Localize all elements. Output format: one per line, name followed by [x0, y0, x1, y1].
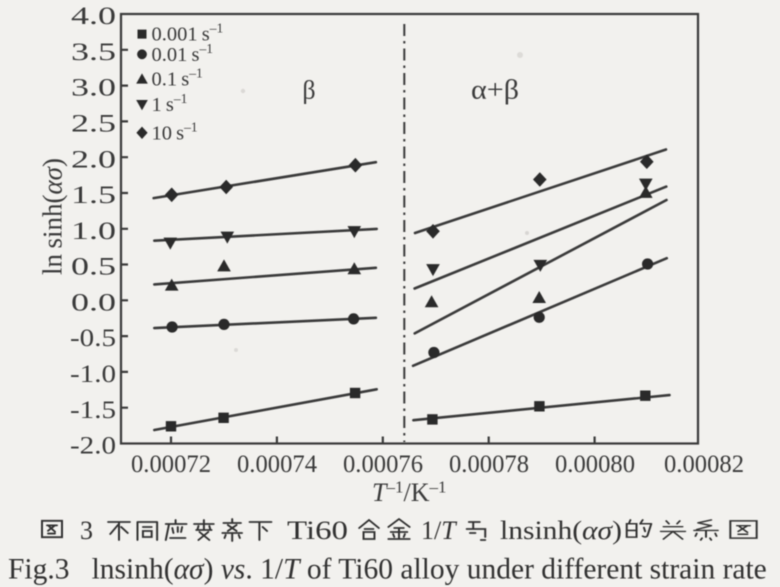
svg-text:0.0: 0.0	[71, 289, 116, 316]
svg-text:3: 3	[80, 516, 93, 545]
svg-text:Fig.3 lnsinh(ασ) vs. 1/T of T: Fig.3 lnsinh(ασ) vs. 1/T of Ti60 alloy u…	[8, 554, 767, 586]
svg-text:1 s–1: 1 s–1	[152, 91, 188, 116]
svg-text:-2.0: -2.0	[70, 433, 116, 460]
svg-text:-1.5: -1.5	[70, 397, 116, 424]
svg-text:2.5: 2.5	[71, 111, 116, 138]
svg-text:α+β: α+β	[471, 75, 519, 105]
svg-text:β: β	[302, 76, 315, 105]
svg-text:0.00076: 0.00076	[343, 451, 423, 478]
svg-text:ln sinh(ασ): ln sinh(ασ)	[38, 158, 68, 275]
svg-text:1/T: 1/T	[421, 516, 457, 545]
svg-text:-0.5: -0.5	[70, 325, 116, 352]
svg-text:0.00082: 0.00082	[664, 451, 744, 478]
svg-text:4.0: 4.0	[71, 3, 116, 30]
svg-text:0.00080: 0.00080	[555, 451, 635, 478]
svg-text:0.00072: 0.00072	[131, 451, 211, 478]
svg-text:0.00078: 0.00078	[449, 451, 529, 478]
svg-text:0.00074: 0.00074	[237, 451, 317, 478]
svg-text:3.0: 3.0	[71, 75, 116, 102]
svg-text:Ti60: Ti60	[287, 516, 348, 545]
svg-text:2.0: 2.0	[71, 146, 116, 173]
svg-text:1.0: 1.0	[71, 218, 116, 245]
svg-text:3.5: 3.5	[71, 39, 116, 66]
svg-text:lnsinh(ασ): lnsinh(ασ)	[500, 516, 622, 545]
svg-text:0.5: 0.5	[71, 254, 116, 281]
svg-text:T–1/K–1: T–1/K–1	[372, 478, 446, 508]
svg-text:-1.0: -1.0	[70, 361, 116, 388]
svg-text:1.5: 1.5	[71, 182, 116, 209]
